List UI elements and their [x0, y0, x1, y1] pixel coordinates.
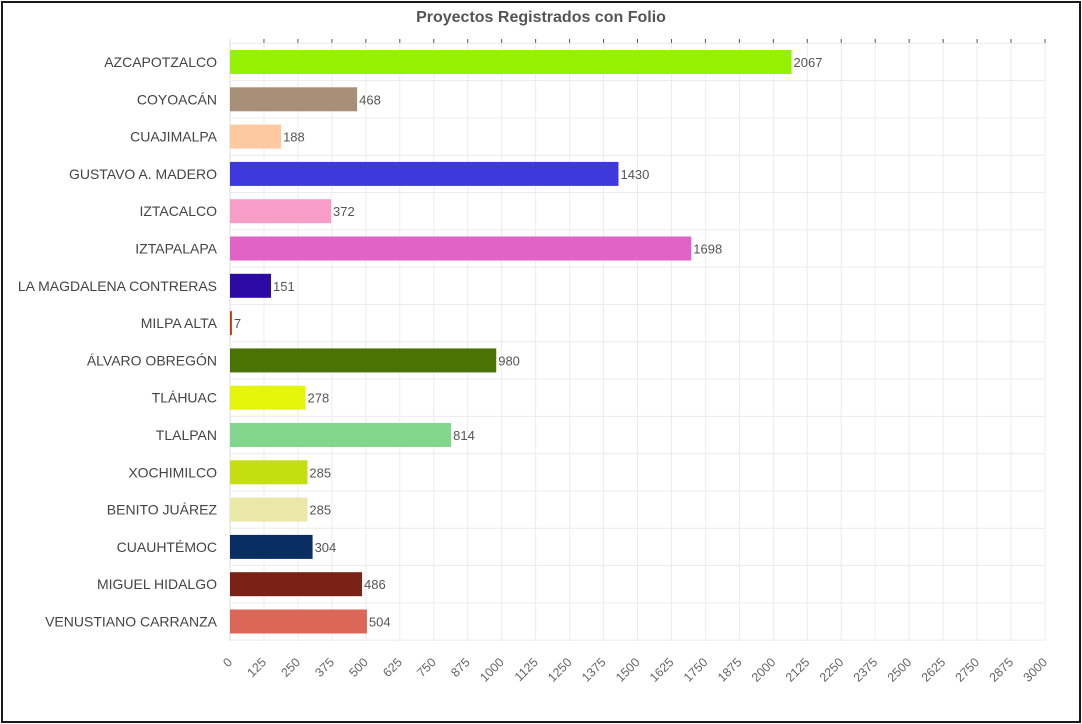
category-label: CUAJIMALPA [130, 129, 218, 145]
x-tick-label: 2375 [851, 655, 881, 685]
bar [230, 236, 692, 261]
x-tick-label: 2500 [885, 655, 915, 685]
x-tick-label: 250 [278, 655, 303, 680]
bars-layer [230, 50, 792, 634]
value-label: 285 [309, 503, 331, 518]
bar [230, 348, 497, 373]
category-label: XOCHIMILCO [128, 464, 217, 480]
bar [230, 534, 313, 559]
bar [230, 423, 452, 447]
bar [230, 572, 363, 597]
category-label: ÁLVARO OBREGÓN [87, 352, 217, 368]
category-label: COYOACÁN [137, 91, 217, 107]
value-label: 486 [364, 577, 386, 592]
value-label: 188 [283, 130, 305, 145]
bar [230, 273, 272, 298]
category-label: AZCAPOTZALCO [104, 54, 217, 70]
value-label: 980 [498, 353, 520, 368]
bar-chart: AZCAPOTZALCO 2067 COYOACÁN 468 CUAJIMALPA 188… [18, 39, 1050, 685]
x-tick-label: 625 [380, 655, 405, 680]
value-label: 1430 [620, 167, 649, 182]
value-label: 2067 [794, 55, 823, 70]
x-tick-label: 375 [312, 655, 337, 680]
x-tick-label: 2000 [749, 655, 779, 685]
x-tick-label: 875 [448, 655, 473, 680]
bar [230, 161, 619, 186]
category-label: LA MAGDALENA CONTRERAS [18, 278, 217, 294]
value-label: 285 [309, 465, 331, 480]
bar [230, 50, 792, 74]
value-label: 372 [333, 204, 355, 219]
x-tick-label: 1250 [545, 655, 575, 685]
x-tick-label: 2625 [919, 655, 949, 685]
value-label: 468 [359, 92, 381, 107]
category-label: TLÁHUAC [152, 390, 217, 406]
category-label: GUSTAVO A. MADERO [69, 166, 217, 182]
value-label: 504 [369, 615, 391, 630]
value-label: 814 [453, 428, 475, 443]
category-label: MILPA ALTA [141, 315, 218, 331]
bar [230, 385, 306, 410]
value-label: 7 [234, 316, 241, 331]
x-tick-label: 0 [220, 655, 235, 670]
x-tick-label: 2875 [987, 655, 1017, 685]
x-tick-label: 2750 [953, 655, 983, 685]
bar [230, 497, 308, 522]
x-tick-label: 1750 [681, 655, 711, 685]
bar [230, 124, 282, 149]
category-label: VENUSTIANO CARRANZA [45, 614, 218, 630]
value-label: 151 [273, 279, 295, 294]
labels-layer: AZCAPOTZALCO 2067 COYOACÁN 468 CUAJIMALPA 188… [18, 54, 823, 630]
category-label: BENITO JUÁREZ [107, 502, 218, 518]
x-tick-label: 1125 [512, 655, 541, 684]
x-tick-label: 1625 [647, 655, 677, 685]
x-tick-label: 2250 [817, 655, 847, 685]
x-tick-label: 500 [346, 655, 371, 680]
ticks-layer: 0 125 250 375 500 625 750 875 1000 1125 1250 1375 15… [220, 655, 1050, 685]
value-label: 278 [308, 391, 330, 406]
category-label: TLALPAN [156, 427, 217, 443]
value-label: 304 [315, 540, 337, 555]
x-tick-label: 3000 [1021, 655, 1051, 685]
chart-title: Proyectos Registrados con Folio [416, 9, 666, 26]
category-label: MIGUEL HIDALGO [97, 576, 217, 592]
bar [230, 460, 308, 485]
x-tick-label: 2125 [783, 655, 813, 685]
bar [230, 311, 232, 336]
x-tick-label: 1375 [579, 655, 609, 685]
x-tick-label: 750 [414, 655, 439, 680]
value-label: 1698 [693, 242, 722, 257]
x-tick-label: 125 [244, 655, 269, 680]
category-label: IZTAPALAPA [135, 241, 217, 257]
grid-layer [229, 39, 1046, 641]
x-tick-label: 1875 [715, 655, 745, 685]
bar [230, 87, 358, 112]
bar [230, 609, 367, 634]
x-tick-label: 1500 [613, 655, 643, 685]
x-tick-label: 1000 [477, 655, 507, 685]
category-label: IZTACALCO [139, 203, 217, 219]
category-label: CUAUHTÉMOC [117, 539, 217, 555]
bar [230, 199, 332, 224]
